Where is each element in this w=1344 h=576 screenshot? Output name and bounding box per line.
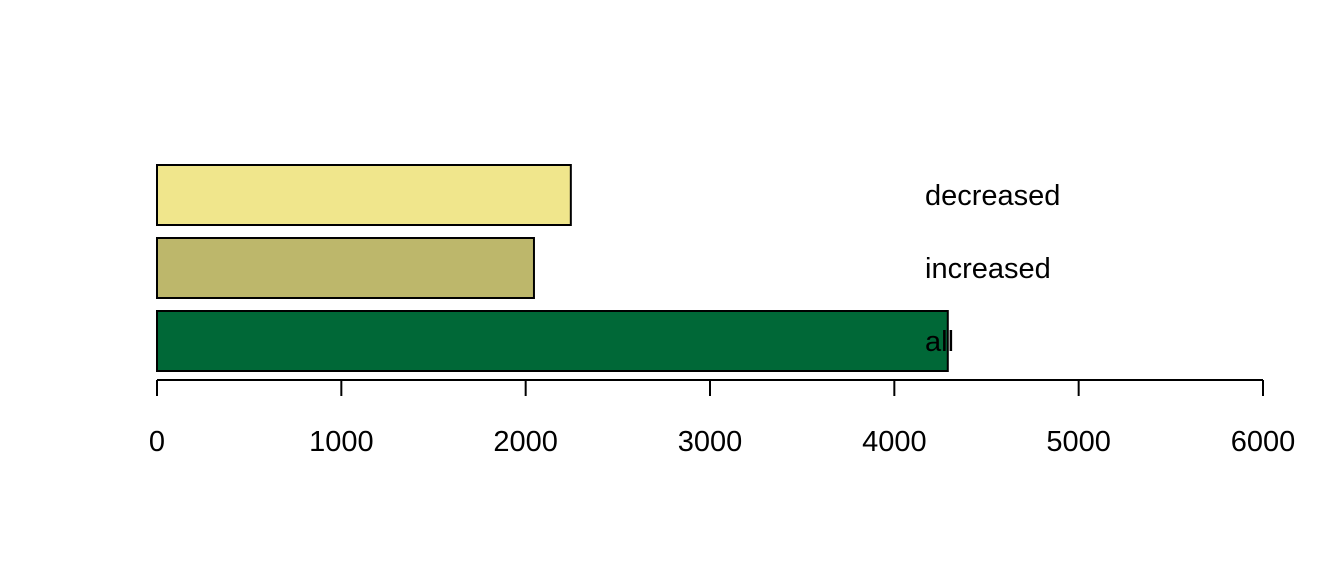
x-tick-label: 3000 bbox=[678, 426, 743, 458]
x-tick-label: 4000 bbox=[862, 426, 927, 458]
x-tick-label: 6000 bbox=[1231, 426, 1296, 458]
bar-label-decreased: decreased bbox=[925, 180, 1060, 212]
x-tick-label: 2000 bbox=[493, 426, 558, 458]
x-tick-label: 5000 bbox=[1046, 426, 1111, 458]
bars-group bbox=[156, 164, 949, 372]
x-tick-label: 1000 bbox=[309, 426, 374, 458]
bar-labels-group: all increased decreased bbox=[925, 180, 1060, 358]
bar-label-all: all bbox=[925, 326, 954, 358]
bar-increased bbox=[156, 237, 535, 299]
bar-label-increased: increased bbox=[925, 253, 1051, 285]
x-tick-label: 0 bbox=[149, 426, 165, 458]
bar-decreased bbox=[156, 164, 572, 226]
x-axis: 0 1000 2000 3000 4000 5000 6000 bbox=[149, 379, 1296, 458]
bar-all bbox=[156, 310, 949, 372]
